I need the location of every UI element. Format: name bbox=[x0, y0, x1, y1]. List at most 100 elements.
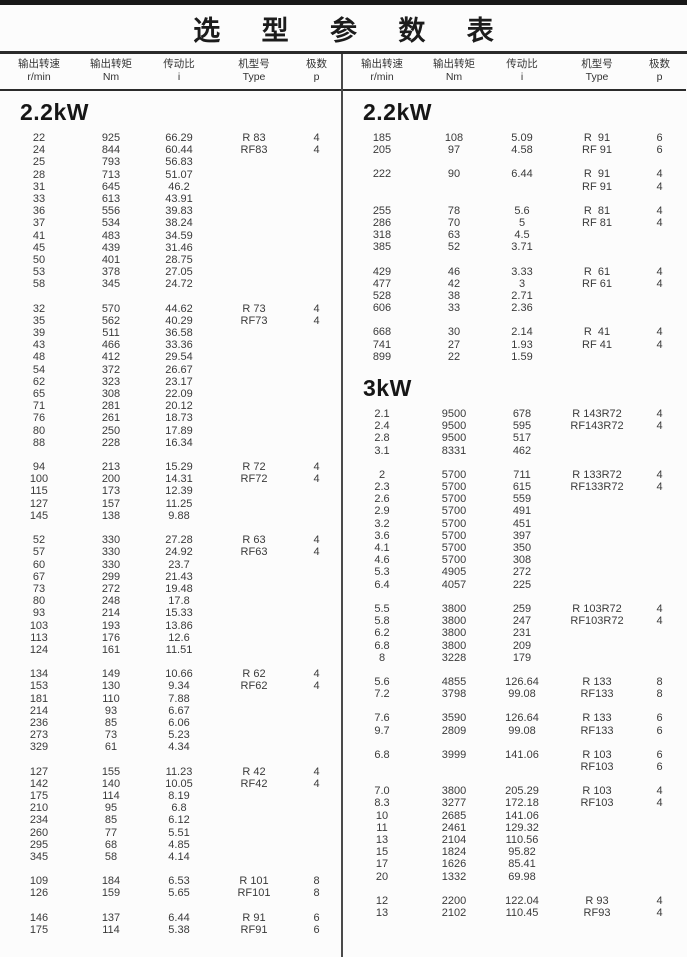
table-cell: 53 bbox=[32, 266, 46, 279]
table-row: 5.3 4905 272 bbox=[343, 566, 686, 578]
table-cell: 4 bbox=[656, 277, 663, 290]
table-header-right: 输出转速 r/min 输出转矩 Nm 传动比 i 机型号 Type 极数 p bbox=[343, 54, 686, 91]
table-cell bbox=[214, 559, 294, 571]
table-row: 2.6 5700 559 bbox=[343, 493, 686, 505]
table-row: 142 140 10.05 RF42 4 bbox=[0, 778, 341, 790]
table-cell: R 91 bbox=[242, 911, 266, 924]
table-cell bbox=[214, 814, 294, 826]
table-cell: 5700 bbox=[441, 468, 467, 481]
table-row: 22 925 66.29 R 83 4 bbox=[0, 132, 341, 144]
table-cell: 3798 bbox=[441, 688, 467, 701]
table-cell bbox=[294, 632, 339, 644]
table-cell: R 61 bbox=[583, 265, 611, 278]
table-cell: 19.48 bbox=[165, 582, 193, 595]
table-cell bbox=[557, 229, 637, 241]
table-cell: RF91 bbox=[240, 923, 268, 936]
table-cell bbox=[294, 693, 339, 705]
table-cell: 1332 bbox=[441, 870, 467, 883]
table-cell: 43 bbox=[32, 339, 46, 352]
table-cell: 2.4 bbox=[374, 420, 390, 433]
table-cell bbox=[637, 566, 682, 578]
table-row: 6.8 3800 209 bbox=[343, 640, 686, 652]
table-cell bbox=[214, 790, 294, 802]
table-cell bbox=[637, 858, 682, 870]
table-cell: 95.82 bbox=[508, 846, 536, 859]
row-group: 2.1 9500 678 R 143R72 4 2.4 9500 595 RF143R72 4 2.… bbox=[343, 408, 686, 457]
table-cell: R 83 bbox=[242, 132, 266, 144]
table-row: 7.0 3800 205.29 R 103 4 bbox=[343, 785, 686, 797]
table-cell: 31 bbox=[32, 180, 46, 193]
table-cell: 4 bbox=[656, 180, 663, 193]
table-cell: 4 bbox=[656, 602, 663, 615]
table-cell bbox=[637, 229, 682, 241]
table-cell: 4 bbox=[313, 473, 320, 486]
table-cell: R 41 bbox=[583, 326, 611, 339]
table-cell: 477 bbox=[372, 277, 392, 290]
table-cell bbox=[294, 278, 339, 290]
table-cell: 4 bbox=[313, 461, 320, 474]
table-cell bbox=[214, 437, 294, 449]
table-cell: 3277 bbox=[441, 797, 467, 810]
table-cell: 23.7 bbox=[168, 558, 190, 571]
table-cell: 126.64 bbox=[505, 712, 539, 725]
table-cell: 93 bbox=[104, 704, 118, 717]
table-cell: 114 bbox=[102, 923, 120, 936]
table-cell: 9.88 bbox=[168, 509, 190, 522]
table-cell bbox=[214, 741, 294, 753]
table-cell: R 133 bbox=[582, 712, 612, 725]
table-cell bbox=[294, 412, 339, 424]
table-row: 7.6 3590 126.64 R 133 6 bbox=[343, 712, 686, 724]
table-cell bbox=[421, 181, 487, 193]
table-cell: R 91 bbox=[583, 132, 611, 144]
col-header-poles-cn: 极数 bbox=[306, 58, 327, 70]
table-cell bbox=[557, 505, 637, 517]
table-cell: 6.12 bbox=[168, 814, 190, 827]
table-left-half: 输出转速 r/min 输出转矩 Nm 传动比 i 机型号 Type 极数 p bbox=[0, 54, 343, 957]
col-header-speed-unit: r/min bbox=[370, 71, 394, 83]
table-cell: R 103 bbox=[582, 748, 612, 761]
table-row: 222 90 6.44 R 91 4 bbox=[343, 168, 686, 180]
table-cell: RF143R72 bbox=[570, 420, 624, 433]
table-row: 65 308 22.09 bbox=[0, 388, 341, 400]
table-cell bbox=[214, 620, 294, 632]
table-cell bbox=[214, 364, 294, 376]
table-cell bbox=[214, 412, 294, 424]
table-cell bbox=[557, 834, 637, 846]
row-group: 668 30 2.14 R 41 4 741 27 1.93 RF 41 4 899 22 1.59 bbox=[343, 326, 686, 363]
table-cell bbox=[637, 834, 682, 846]
col-header-type-unit: Type bbox=[242, 71, 266, 83]
table-cell: RF 91 bbox=[582, 144, 612, 157]
table-cell: 228 bbox=[101, 436, 121, 449]
table-cell bbox=[294, 644, 339, 656]
table-cell: 32 bbox=[32, 302, 46, 315]
table-cell: 259 bbox=[512, 602, 532, 615]
table-cell bbox=[294, 400, 339, 412]
table-cell bbox=[557, 518, 637, 530]
table-cell: 205 bbox=[372, 144, 392, 157]
table-cell: 323 bbox=[101, 375, 121, 388]
table-cell: 645 bbox=[101, 180, 121, 193]
col-header-poles: 极数 p bbox=[294, 58, 339, 84]
table-cell: 62 bbox=[32, 375, 46, 388]
table-cell: 439 bbox=[101, 241, 121, 254]
table-row: 12 2200 122.04 R 93 4 bbox=[343, 895, 686, 907]
table-cell: 5.23 bbox=[168, 729, 190, 742]
table-row: 36 556 39.83 bbox=[0, 205, 341, 217]
table-row: 329 61 4.34 bbox=[0, 741, 341, 753]
table-cell: RF103 bbox=[580, 797, 614, 810]
table-cell bbox=[557, 493, 637, 505]
table-row: 127 155 11.23 R 42 4 bbox=[0, 766, 341, 778]
table-cell bbox=[214, 205, 294, 217]
table-row: 7.2 3798 99.08 RF133 8 bbox=[343, 688, 686, 700]
table-cell: 330 bbox=[101, 546, 121, 559]
table-cell: 6 bbox=[313, 923, 320, 936]
col-header-ratio-unit: i bbox=[177, 71, 181, 83]
table-row: 3.2 5700 451 bbox=[343, 518, 686, 530]
table-cell: 3590 bbox=[441, 712, 467, 725]
col-header-torque-unit: Nm bbox=[445, 71, 463, 83]
table-cell: 6.06 bbox=[168, 716, 190, 729]
table-cell bbox=[637, 652, 682, 664]
table-row: 54 372 26.67 bbox=[0, 364, 341, 376]
table-cell: 272 bbox=[512, 566, 532, 579]
table-cell: 181 bbox=[29, 692, 49, 705]
